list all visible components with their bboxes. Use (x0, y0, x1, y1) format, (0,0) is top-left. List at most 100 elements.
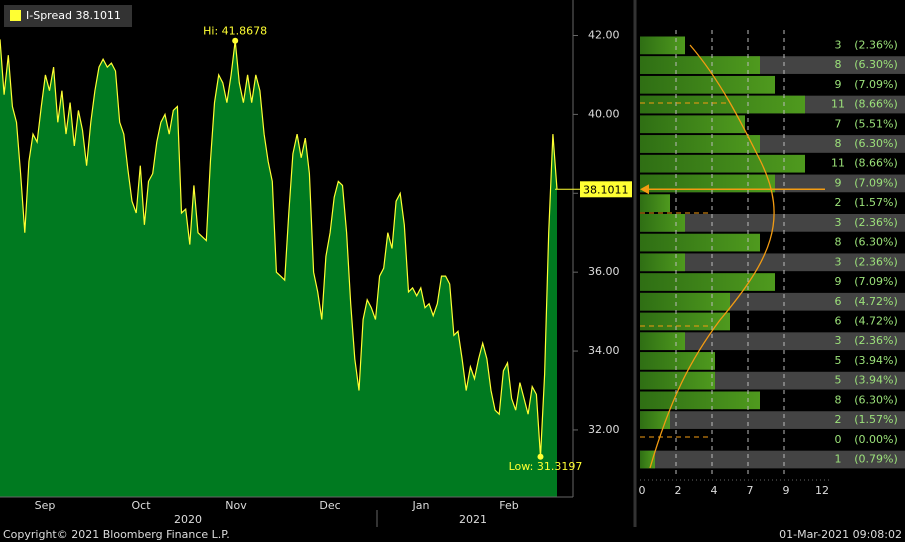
low-label: Low: 31.3197 (509, 460, 583, 473)
count-label: 8 (835, 58, 842, 71)
bar (640, 312, 730, 331)
count-label: 2 (835, 196, 842, 209)
percent-label: (6.30%) (854, 58, 898, 71)
last-value-box (580, 181, 632, 198)
x-tick-label: 4 (711, 484, 718, 497)
percent-label: (0.79%) (854, 453, 898, 466)
bar (640, 115, 745, 134)
last-value-label: 38.1011 (583, 183, 629, 196)
percent-label: (2.36%) (854, 216, 898, 229)
percent-label: (1.57%) (854, 196, 898, 209)
y-tick-label: 42.00 (588, 29, 620, 42)
percent-label: (3.94%) (854, 374, 898, 387)
y-tick-label: 40.00 (588, 107, 620, 120)
x-tick-label: 0 (639, 484, 646, 497)
x-tick-label: Sep (35, 499, 56, 512)
bar (640, 391, 760, 410)
row-stripe (640, 411, 905, 429)
percent-label: (0.00%) (854, 433, 898, 446)
bar (640, 273, 775, 291)
y-tick-label: 34.00 (588, 344, 620, 357)
x-tick-label: Nov (225, 499, 247, 512)
count-label: 2 (835, 413, 842, 426)
percent-label: (7.09%) (854, 275, 898, 288)
x-tick-label: 2 (675, 484, 682, 497)
percent-label: (4.72%) (854, 314, 898, 327)
legend-box (4, 5, 132, 27)
percent-label: (6.30%) (854, 393, 898, 406)
percent-label: (5.51%) (854, 117, 898, 130)
count-label: 3 (835, 216, 842, 229)
count-label: 7 (835, 117, 842, 130)
timestamp: 01-Mar-2021 09:08:02 (779, 528, 902, 541)
count-label: 3 (835, 334, 842, 347)
year-label: 2021 (459, 513, 487, 526)
percent-label: (3.94%) (854, 354, 898, 367)
percent-label: (7.09%) (854, 78, 898, 91)
count-label: 0 (835, 433, 842, 446)
percent-label: (7.09%) (854, 176, 898, 189)
year-label: 2020 (174, 513, 202, 526)
high-label: Hi: 41.8678 (203, 25, 267, 38)
normal-curve (649, 44, 775, 469)
count-label: 6 (835, 295, 842, 308)
bar (640, 352, 715, 370)
bar (640, 411, 670, 429)
bar (640, 292, 730, 311)
x-tick-label: 12 (815, 484, 829, 497)
count-label: 9 (835, 78, 842, 91)
count-label: 3 (835, 255, 842, 268)
high-marker (232, 37, 239, 44)
count-label: 5 (835, 354, 842, 367)
bar (640, 95, 805, 114)
area-fill (0, 39, 557, 498)
count-label: 9 (835, 275, 842, 288)
count-label: 6 (835, 314, 842, 327)
legend-swatch (10, 10, 21, 21)
bar (640, 233, 760, 252)
count-label: 3 (835, 38, 842, 51)
arrow-head (640, 184, 649, 195)
bar (640, 174, 775, 193)
bar (640, 194, 670, 212)
legend-label: I-Spread 38.1011 (26, 9, 121, 22)
low-marker (537, 453, 544, 460)
row-stripe (640, 253, 905, 272)
row-stripe (640, 332, 905, 351)
row-stripe (640, 214, 905, 232)
percent-label: (6.30%) (854, 137, 898, 150)
count-label: 8 (835, 137, 842, 150)
copyright: Copyright© 2021 Bloomberg Finance L.P. (3, 528, 230, 541)
count-label: 1 (835, 453, 842, 466)
bar (640, 75, 775, 94)
line (0, 39, 558, 457)
count-label: 11 (831, 157, 845, 170)
x-tick-label: Dec (319, 499, 340, 512)
percent-label: (1.57%) (854, 413, 898, 426)
percent-label: (8.66%) (854, 157, 898, 170)
percent-label: (2.36%) (854, 255, 898, 268)
count-label: 11 (831, 98, 845, 111)
bar (640, 154, 805, 173)
count-label: 8 (835, 236, 842, 249)
bar (640, 253, 685, 272)
bar (640, 332, 685, 351)
area-chart: 32.0034.0036.0038.0040.0042.00SepOctNovD… (0, 0, 632, 527)
y-tick-label: 36.00 (588, 265, 620, 278)
bar (640, 36, 685, 55)
percent-label: (2.36%) (854, 38, 898, 51)
percent-label: (6.30%) (854, 236, 898, 249)
x-tick-label: Oct (131, 499, 151, 512)
bar (640, 56, 760, 74)
count-label: 8 (835, 393, 842, 406)
y-tick-label: 32.00 (588, 423, 620, 436)
row-stripe (640, 450, 905, 469)
x-tick-label: 7 (747, 484, 754, 497)
bar (640, 135, 760, 153)
x-tick-label: 9 (783, 484, 790, 497)
x-tick-label: Feb (499, 499, 518, 512)
x-tick-label: Jan (412, 499, 430, 512)
bar (640, 214, 685, 232)
count-label: 5 (835, 374, 842, 387)
